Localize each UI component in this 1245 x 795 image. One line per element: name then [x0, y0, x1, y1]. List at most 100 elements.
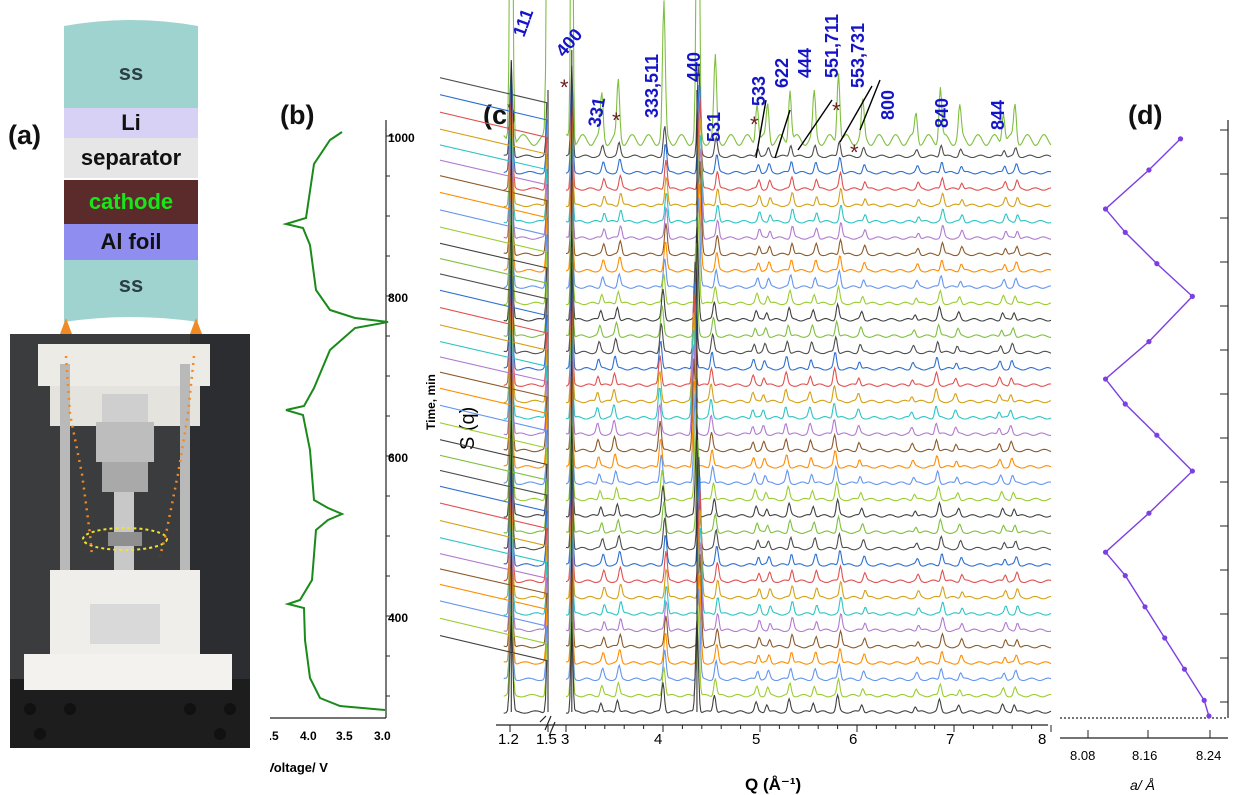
xrd-trace: [440, 518, 1052, 616]
xrd-trace: [440, 387, 1052, 485]
layer-cathode: cathode: [64, 180, 198, 224]
peak-label: 400: [552, 25, 587, 61]
xrd-trace: [440, 535, 1052, 633]
q-axis-ticks: [509, 725, 1052, 732]
lattice-point: [1102, 206, 1109, 212]
d-tick-8.24: 8.24: [1196, 748, 1221, 763]
lattice-point: [1102, 549, 1109, 555]
lattice-point: [1189, 468, 1195, 474]
peak-label: 444: [795, 48, 815, 78]
lattice-curve: [1104, 138, 1210, 717]
time-axis-label: Time, min: [424, 374, 438, 430]
xrd-trace: [440, 207, 1052, 306]
peak-arrows: [755, 79, 881, 159]
q-tick-8: 8: [1038, 731, 1046, 748]
peak-label: 622: [772, 58, 792, 88]
time-tick-1000: 1000: [388, 131, 415, 145]
impurity-stars: * * * * *: [560, 75, 859, 165]
peak-label: 844: [988, 100, 1008, 130]
peak-label: 533: [749, 76, 769, 106]
layer-al-foil: Al foil: [64, 224, 198, 260]
voltage-tick-4.0: 4.0: [300, 729, 317, 743]
lattice-point: [1102, 376, 1109, 382]
q-tick-7: 7: [946, 731, 954, 748]
lattice-parameter-plot: 8.08 8.16 8.24 a/ Å: [1060, 120, 1229, 793]
sq-axis-label: S (q): [457, 407, 479, 450]
time-tick-400: 400: [388, 611, 408, 625]
q-tick-5: 5: [752, 731, 760, 748]
cell-holder-photo: [10, 334, 250, 748]
d-x-ticks: [1087, 730, 1211, 738]
q-tick-1.2: 1.2: [498, 731, 519, 748]
xrd-trace: [440, 552, 1052, 649]
lattice-point: [1177, 136, 1184, 142]
xrd-trace: [440, 438, 1052, 534]
lattice-point: [1146, 339, 1152, 345]
lattice-point: [1154, 261, 1160, 267]
voltage-axis-label: Voltage/ V: [270, 760, 328, 775]
xrd-trace: [440, 454, 1052, 551]
panel-label-b: (b): [280, 100, 315, 130]
peak-label: 333,511: [642, 54, 662, 118]
xrd-trace: [440, 127, 1052, 224]
impurity-star: *: [612, 108, 621, 133]
xrd-trace: [503, 0, 1052, 146]
cell-bottom-cap: [64, 300, 198, 322]
voltage-tick-4.5: 4.5: [270, 729, 279, 743]
layer-ss-top: ss: [64, 38, 198, 108]
peak-label: 551,711: [822, 14, 842, 78]
voltage-tick-3.0: 3.0: [374, 729, 391, 743]
xrd-trace: [440, 485, 1052, 584]
xrd-trace: [440, 76, 1052, 175]
panel-label-d: (d): [1128, 100, 1163, 130]
d-right-ticks: [1220, 129, 1228, 703]
xrd-trace: [440, 242, 1051, 338]
lattice-point: [1154, 432, 1160, 438]
impurity-star: *: [850, 140, 859, 165]
q-axis-label: Q (Å⁻¹): [745, 775, 801, 794]
voltage-time-plot: 1000 800 600 400 Time, min 4.5 4.0 3.5 3…: [270, 120, 438, 775]
xrd-trace: [440, 599, 1051, 698]
xrd-trace: [440, 258, 1052, 355]
xrd-trace: [440, 568, 1052, 665]
xrd-trace: [440, 501, 1052, 600]
lattice-point: [1142, 604, 1148, 610]
lattice-point: [1122, 573, 1128, 579]
lattice-point: [1189, 293, 1195, 299]
lattice-point: [1122, 401, 1128, 407]
xrd-trace: [440, 403, 1052, 502]
xrd-trace: [440, 616, 1052, 714]
q-tick-3: 3: [561, 731, 569, 748]
xrd-trace: [440, 144, 1052, 240]
lattice-point: [1201, 697, 1207, 704]
xrd-trace: [440, 322, 1052, 420]
xrd-trace: [440, 288, 1052, 387]
xrd-trace: [440, 420, 1052, 518]
time-axis-ticks: [386, 135, 394, 697]
time-tick-600: 600: [388, 451, 408, 465]
d-tick-8.16: 8.16: [1132, 748, 1157, 763]
xrd-trace: [440, 225, 1052, 322]
impurity-star: *: [560, 75, 569, 100]
lattice-point: [1146, 510, 1152, 516]
xrd-trace: [440, 356, 1052, 453]
peak-label: 531: [704, 112, 724, 142]
impurity-star: *: [832, 98, 841, 123]
panel-label-a: (a): [8, 120, 41, 150]
lattice-point: [1206, 713, 1212, 719]
xrd-traces: [440, 0, 1052, 714]
layer-separator: separator: [64, 138, 198, 178]
layer-li: Li: [64, 108, 198, 138]
d-tick-8.08: 8.08: [1070, 748, 1095, 763]
axis-break: [539, 715, 556, 737]
peak-label: 440: [684, 52, 704, 82]
lattice-point: [1181, 666, 1188, 672]
xrd-trace: [440, 340, 1052, 436]
arrow-markers: [60, 318, 202, 334]
xrd-trace: [440, 190, 1052, 289]
xrd-trace: [440, 92, 1052, 191]
lattice-point: [1162, 635, 1168, 641]
peak-label: 553,731: [848, 23, 868, 88]
peak-label: 800: [878, 90, 898, 120]
